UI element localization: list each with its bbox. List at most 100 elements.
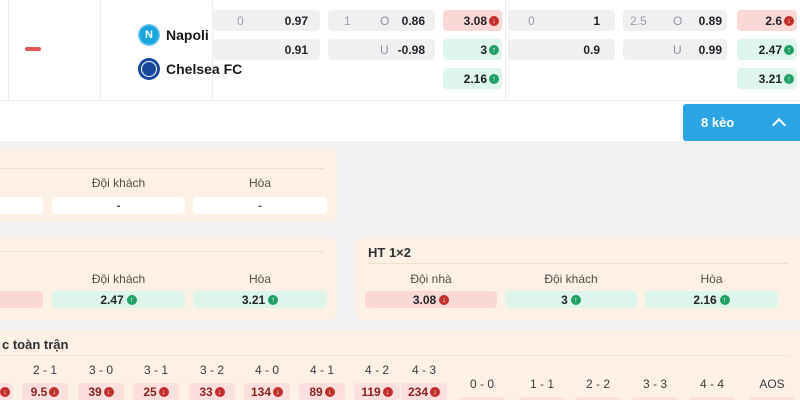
keo-count-button[interactable]: 8 kèo [683,104,800,141]
draw-odds-cell[interactable]: - [193,197,327,214]
divider [0,100,800,101]
away-column-header: Đội khách [544,272,598,286]
ht-1x2-title: HT 1×2 [368,245,411,260]
score-odds-cell[interactable]: 119 ↓ [354,383,400,400]
divider [0,251,325,252]
score-odds-cell[interactable]: 39 ↓ [78,383,124,400]
score-label: 3 - 1 [143,363,168,377]
score-odds-cell[interactable] [519,397,565,400]
odds-value: 3.08 [412,292,437,307]
match-odds-card: N Napoli Chelsea FC 0 0.97 0.91 1 O 0.86… [0,0,800,141]
draw-odds-cell[interactable]: 2.16 ↑ [645,291,778,308]
hdp-home-odds-cell[interactable]: 0 0.97 [213,10,320,31]
draw-column-header: Hòa [248,272,271,286]
x12-away-odds-cell[interactable]: 3 ↑ [443,39,502,60]
odds-value: 119 [361,384,381,399]
ou-over-odds-cell[interactable]: 2.5 O 0.89 [623,10,727,31]
away-odds-cell[interactable]: 3 ↑ [505,291,637,308]
score-odds-cell[interactable] [632,397,678,400]
odds-value: 0.89 [698,13,722,28]
ou-line: 2.5 [630,13,647,28]
keo-count-label: 8 kèo [701,115,735,130]
divider [0,355,790,356]
odds-value: 2.6 [765,13,782,28]
odds-value: 234 [407,384,429,399]
arrow-down-circle-icon: ↓ [214,386,225,397]
score-label: 4 - 4 [699,377,724,391]
score-odds-cell[interactable]: 234 ↓ [401,383,447,400]
napoli-logo: N [138,24,160,46]
home-odds-cell[interactable] [0,291,43,308]
score-odds-cell[interactable]: 89 ↓ [299,383,345,400]
score-odds-cell[interactable]: 33 ↓ [189,383,235,400]
odds-value: 39 [88,384,102,399]
odds-value: 89 [309,384,323,399]
score-odds-cell[interactable] [689,397,735,400]
x12-home-odds-cell[interactable]: 2.6 ↓ [737,10,797,31]
arrow-up-circle-icon: ↑ [784,44,794,55]
odds-value: 3 [480,42,487,57]
handicap-line: 0 [528,13,535,28]
home-odds-cell[interactable]: 3.08 ↓ [365,291,497,308]
napoli-logo-letter: N [145,29,153,41]
hdp-home-odds-cell[interactable]: 0 1 [508,10,615,31]
team-row-away[interactable]: Chelsea FC [112,58,242,84]
arrow-down-circle-icon: ↓ [49,386,60,397]
odds-value: 0.97 [284,13,308,28]
away-odds-cell[interactable]: - [52,197,185,214]
odds-value: 2.16 [463,71,487,86]
arrow-down-circle-icon: ↓ [439,294,450,305]
draw-odds-cell[interactable]: 3.21 ↑ [193,291,327,308]
ou-line: 1 [344,13,351,28]
x12-home-odds-cell[interactable]: 3.08 ↓ [443,10,502,31]
odds-value: 0.99 [698,42,722,57]
away-column-header: Đội khách [91,176,146,190]
home-team-name: Napoli [166,27,209,43]
home-column-header: Đội nhà [410,272,452,286]
x12-draw-odds-cell[interactable]: 2.16 ↑ [443,68,502,89]
odds-value: 3.21 [241,292,266,307]
home-odds-cell[interactable] [0,197,43,214]
arrow-up-circle-icon: ↑ [784,73,794,84]
x12-draw-odds-cell[interactable]: 3.21 ↑ [737,68,797,89]
score-odds-cell[interactable]: ↓ [0,383,13,400]
team-row-home[interactable]: N Napoli [112,24,242,50]
score-label: 3 - 0 [88,363,113,377]
score-label: AOS [759,377,785,391]
hdp-away-odds-cell[interactable]: 0.9 [508,39,615,60]
draw-column-header: Hòa [700,272,723,286]
away-odds-cell[interactable]: 2.47 ↑ [52,291,185,308]
arrow-up-circle-icon: ↑ [719,294,730,305]
hdp-away-odds-cell[interactable]: 0.91 [213,39,320,60]
arrow-down-circle-icon: ↓ [784,15,794,26]
arrow-down-circle-icon: ↓ [0,386,10,397]
score-odds-cell[interactable] [459,397,505,400]
divider [0,168,325,169]
chelsea-logo [138,58,160,80]
ou-under-odds-cell[interactable]: U -0.98 [328,39,435,60]
odds-value: 3 [561,292,568,307]
odds-value: 1 [593,13,600,28]
x12-away-odds-cell[interactable]: 2.47 ↑ [737,39,797,60]
odds-value: 25 [143,384,157,399]
score-odds-cell[interactable]: 9.5 ↓ [22,383,68,400]
odds-value: 2.16 [693,292,717,307]
score-odds-cell[interactable] [749,397,795,400]
live-indicator-dash [25,47,41,51]
arrow-down-circle-icon: ↓ [103,386,114,397]
odds-value: 134 [250,384,272,399]
arrow-down-circle-icon: ↓ [273,386,284,397]
score-label: 3 - 2 [199,363,224,377]
score-odds-cell[interactable] [575,397,621,400]
odds-value: -0.98 [397,42,425,57]
odds-value: 3.21 [758,71,782,86]
divider [368,263,788,264]
score-odds-cell[interactable]: 134 ↓ [244,383,290,400]
arrow-down-circle-icon: ↓ [430,386,441,397]
ou-over-odds-cell[interactable]: 1 O 0.86 [328,10,435,31]
score-odds-cell[interactable]: 25 ↓ [133,383,179,400]
ou-under-odds-cell[interactable]: U 0.99 [623,39,727,60]
home-column-header: Đội nhà [0,176,14,190]
odds-value: 2.47 [100,292,124,307]
